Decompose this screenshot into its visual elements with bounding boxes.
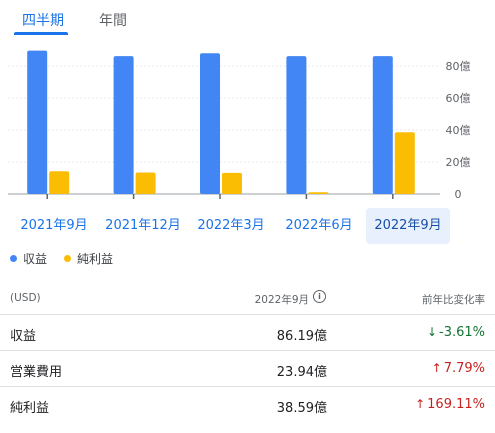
legend-net-income-dot <box>64 255 71 262</box>
revenue-bar <box>113 56 134 194</box>
row-change-value: 169.11% <box>427 397 485 412</box>
active-tab-indicator <box>14 32 68 35</box>
y-tick-label: 20億 <box>446 156 471 169</box>
net-income-bar <box>222 172 242 194</box>
net-income-bar <box>135 172 156 194</box>
tab-quarterly[interactable]: 四半期 <box>22 13 64 29</box>
table-row: 純利益 38.59億 ↑ 169.11% <box>0 386 495 423</box>
legend-revenue: 収益 <box>10 250 47 267</box>
row-change-value: -3.61% <box>439 325 485 340</box>
legend-revenue-label: 収益 <box>23 252 48 266</box>
legend-net-income-label: 純利益 <box>77 252 114 266</box>
y-tick-label: 0 <box>455 188 462 201</box>
row-value: 86.19億 <box>276 329 327 344</box>
net-income-bar <box>49 171 70 194</box>
legend-net-income: 純利益 <box>64 250 113 267</box>
row-label: 純利益 <box>10 401 50 416</box>
info-icon[interactable]: i <box>313 290 326 303</box>
y-tick-label: 60億 <box>446 92 471 105</box>
legend-revenue-dot <box>10 255 17 262</box>
arrow-up-icon: ↑ <box>415 397 426 411</box>
period-tabs: 四半期 年間 <box>0 0 495 40</box>
y-tick-label: 80億 <box>446 60 471 73</box>
revenue-bar <box>372 56 393 194</box>
row-value: 23.94億 <box>276 365 327 380</box>
period-header: 2022年9月 <box>254 294 309 306</box>
period-selector: 2021年9月 2021年12月 2022年3月 2022年6月 2022年9月 <box>0 208 495 246</box>
period-2022-03[interactable]: 2022年3月 <box>197 218 265 233</box>
period-2022-06[interactable]: 2022年6月 <box>285 218 353 233</box>
row-change: ↑ 169.11% <box>415 397 485 412</box>
net-income-bar <box>308 192 329 194</box>
row-label: 営業費用 <box>10 365 63 380</box>
table-header: (USD) 2022年9月 i 前年比変化率 <box>0 282 495 314</box>
revenue-bar <box>200 53 220 195</box>
arrow-down-icon: ↓ <box>426 325 437 339</box>
period-2022-09[interactable]: 2022年9月 <box>366 208 450 244</box>
tab-annual[interactable]: 年間 <box>99 13 127 29</box>
period-2021-09[interactable]: 2021年9月 <box>20 218 88 233</box>
row-value: 38.59億 <box>276 401 327 416</box>
change-header: 前年比変化率 <box>422 294 485 306</box>
row-change: ↓ -3.61% <box>427 325 485 340</box>
y-tick-label: 40億 <box>446 124 471 137</box>
table-row: 営業費用 23.94億 ↑ 7.79% <box>0 350 495 387</box>
revenue-bar <box>286 56 307 194</box>
table-row: 収益 86.19億 ↓ -3.61% <box>0 314 495 351</box>
arrow-up-icon: ↑ <box>431 361 442 375</box>
net-income-bar <box>394 132 415 194</box>
row-change-value: 7.79% <box>443 361 485 376</box>
row-change: ↑ 7.79% <box>432 361 485 376</box>
currency-header: (USD) <box>10 292 41 304</box>
bar-chart: 0 20億 40億 60億 80億 <box>8 50 471 201</box>
row-label: 収益 <box>10 329 37 344</box>
period-2021-12[interactable]: 2021年12月 <box>105 218 181 233</box>
revenue-bar <box>27 50 48 194</box>
